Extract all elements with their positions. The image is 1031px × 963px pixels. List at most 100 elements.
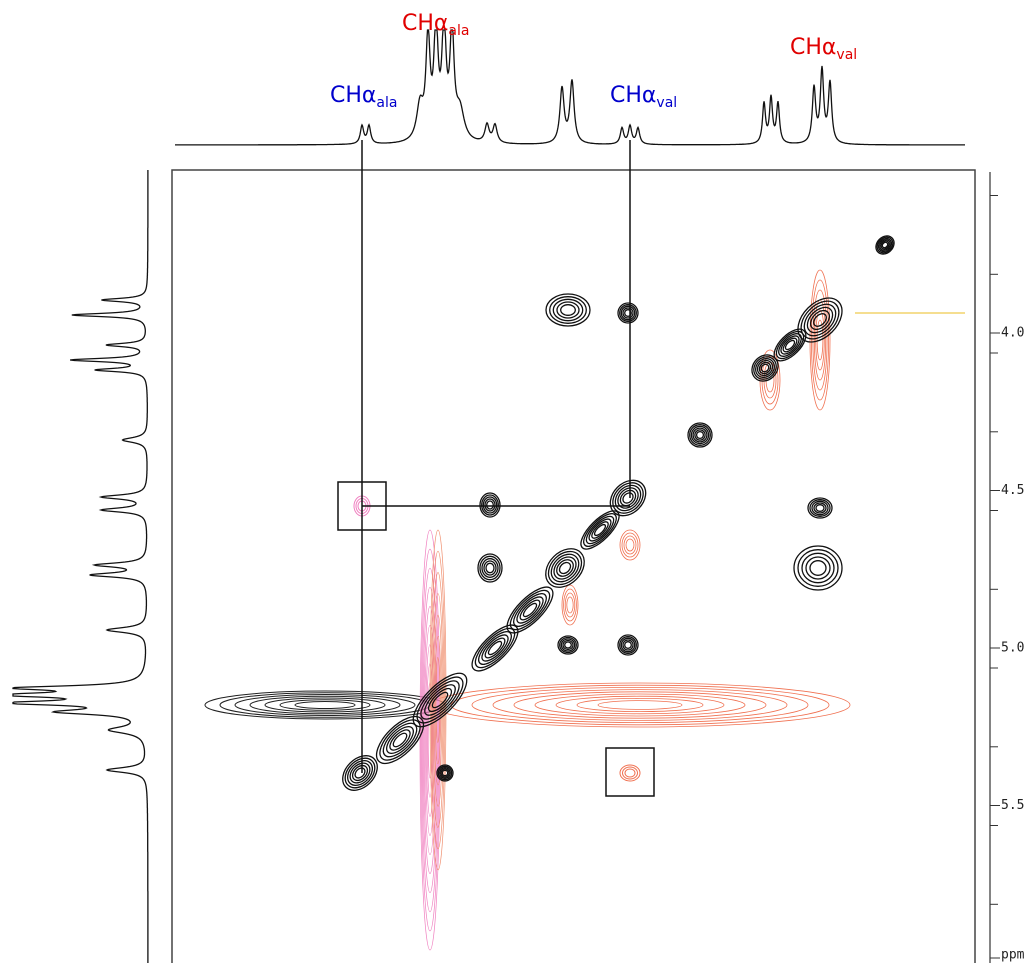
contour xyxy=(612,482,644,514)
contour xyxy=(412,672,468,728)
contour xyxy=(687,422,713,448)
contour xyxy=(809,560,827,576)
contour xyxy=(349,762,371,784)
contour xyxy=(558,561,572,575)
contour xyxy=(279,699,371,711)
contour xyxy=(560,638,576,652)
contour xyxy=(550,553,580,583)
contour xyxy=(580,510,620,550)
contour xyxy=(812,289,828,391)
contour xyxy=(249,695,401,715)
contour xyxy=(522,602,538,618)
contour xyxy=(379,719,421,761)
contour xyxy=(622,766,638,780)
contour xyxy=(811,279,830,401)
contour xyxy=(623,535,637,555)
contour xyxy=(547,550,583,586)
label-subscript: val xyxy=(836,47,857,63)
contour xyxy=(624,768,636,778)
axis-ticks: 4.0 4.5 5.0 5.5 ppm xyxy=(990,195,1025,963)
contour xyxy=(481,494,499,516)
contour xyxy=(563,588,577,622)
contour xyxy=(877,237,893,253)
contour xyxy=(876,236,894,254)
label-subscript: ala xyxy=(376,95,397,111)
contour xyxy=(760,363,770,373)
contour xyxy=(437,765,453,781)
contour xyxy=(773,328,807,362)
contour xyxy=(561,584,579,626)
contour xyxy=(481,558,499,578)
label-main: CHα xyxy=(330,83,376,108)
contour xyxy=(619,529,641,561)
contour xyxy=(477,553,503,583)
contour xyxy=(471,624,519,672)
contour xyxy=(692,427,708,443)
contour xyxy=(880,240,890,250)
contour xyxy=(264,697,386,713)
highlight-box xyxy=(337,481,387,531)
contour xyxy=(609,479,647,517)
contour xyxy=(695,430,705,440)
contour xyxy=(509,589,551,631)
label-main: CHα xyxy=(402,11,448,36)
tick-label: 5.0 xyxy=(1001,641,1024,656)
contour xyxy=(566,596,574,614)
contour xyxy=(545,293,591,327)
contour xyxy=(622,307,634,319)
contour xyxy=(815,504,825,512)
contour xyxy=(758,361,772,375)
contour xyxy=(619,304,637,322)
contour xyxy=(435,657,441,743)
contour xyxy=(597,700,683,710)
contour xyxy=(234,694,416,716)
plot-frame xyxy=(171,169,976,963)
peak-label: CHαval xyxy=(790,35,857,63)
contour xyxy=(484,637,506,659)
contour xyxy=(423,606,437,874)
contour xyxy=(482,496,498,514)
contour xyxy=(431,691,449,709)
contour xyxy=(809,309,831,331)
contour xyxy=(759,349,781,411)
contour xyxy=(562,639,574,651)
contour xyxy=(479,555,501,581)
contour xyxy=(344,757,376,789)
contour xyxy=(689,424,711,446)
axis-unit: ppm xyxy=(1001,948,1025,963)
contour xyxy=(755,358,775,378)
contour xyxy=(478,631,512,665)
contour xyxy=(801,552,835,584)
contour xyxy=(614,484,642,512)
label-subscript: val xyxy=(656,95,677,111)
contours xyxy=(204,235,895,951)
contour xyxy=(625,538,635,552)
contour xyxy=(617,302,639,324)
contour xyxy=(513,691,767,719)
contour xyxy=(556,301,580,319)
contour xyxy=(797,549,839,587)
contour xyxy=(576,698,704,713)
contour xyxy=(624,641,632,649)
contour xyxy=(416,676,464,724)
contour xyxy=(506,586,554,634)
contour xyxy=(549,296,587,324)
contour xyxy=(441,769,449,777)
label-main: CHα xyxy=(610,83,656,108)
contour xyxy=(564,592,576,618)
contour xyxy=(780,335,800,355)
contour xyxy=(553,556,577,580)
contour xyxy=(620,637,636,653)
contour xyxy=(294,701,356,709)
contour xyxy=(816,319,824,361)
contour xyxy=(807,497,833,519)
contour xyxy=(559,636,577,654)
contour xyxy=(622,492,634,504)
contour xyxy=(342,755,378,791)
contour xyxy=(797,297,843,343)
contour xyxy=(420,548,440,932)
contour xyxy=(619,764,641,782)
contour xyxy=(800,300,840,340)
